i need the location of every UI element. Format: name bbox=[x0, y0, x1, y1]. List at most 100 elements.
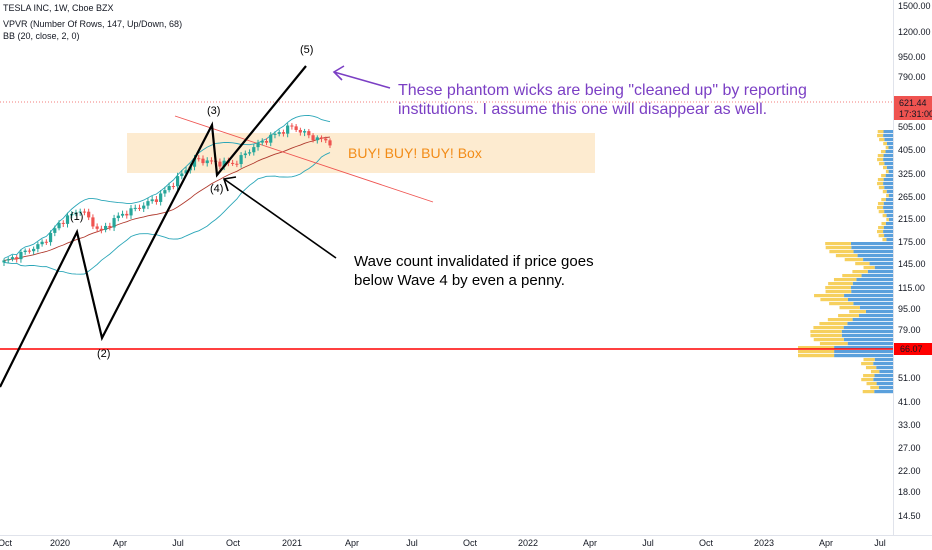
candle-body bbox=[328, 140, 332, 146]
vp-down-bar bbox=[866, 382, 877, 386]
candle-body bbox=[125, 213, 129, 216]
candle-body bbox=[120, 213, 125, 216]
vp-up-bar bbox=[874, 266, 893, 270]
vp-up-bar bbox=[884, 186, 893, 190]
vp-up-bar bbox=[858, 314, 893, 318]
vp-down-bar bbox=[885, 170, 889, 174]
vp-down-bar bbox=[877, 202, 884, 206]
vp-down-bar bbox=[883, 142, 887, 146]
price-tick-label: 790.00 bbox=[898, 72, 926, 82]
candle-body bbox=[167, 186, 171, 191]
candle-body bbox=[112, 218, 116, 228]
candle-body bbox=[260, 140, 264, 143]
candle-body bbox=[150, 199, 154, 202]
time-tick-label: Oct bbox=[0, 538, 12, 548]
candle-body bbox=[281, 132, 286, 134]
vp-down-bar bbox=[882, 190, 887, 194]
candle-body bbox=[116, 215, 120, 219]
candle-body bbox=[44, 241, 48, 243]
time-tick-label: 2020 bbox=[50, 538, 70, 548]
vp-up-bar bbox=[850, 242, 893, 246]
vp-up-bar bbox=[886, 238, 893, 242]
vp-down-bar bbox=[813, 326, 844, 330]
price-axis[interactable]: 1500.00 1200.00 950.00 790.00 505.00 405.00 32… bbox=[898, 1, 931, 521]
vp-up-bar bbox=[867, 270, 893, 274]
phantom-note-line1: These phantom wicks are being "cleaned u… bbox=[398, 82, 807, 99]
vp-up-bar bbox=[869, 262, 893, 266]
candle-body bbox=[163, 190, 167, 194]
invalid-note-line2: below Wave 4 by even a penny. bbox=[354, 272, 565, 289]
price-tick-label: 18.00 bbox=[898, 487, 921, 497]
candle-body bbox=[137, 207, 142, 209]
vp-down-bar bbox=[878, 210, 885, 214]
vp-down-bar bbox=[814, 294, 845, 298]
candle-body bbox=[146, 201, 150, 206]
vp-down-bar bbox=[865, 366, 877, 370]
vp-up-bar bbox=[847, 342, 893, 346]
vp-down-bar bbox=[839, 306, 860, 310]
candle-body bbox=[209, 160, 214, 162]
candle-body bbox=[104, 225, 108, 230]
candle-body bbox=[19, 252, 23, 260]
vp-down-bar bbox=[861, 378, 874, 382]
price-tick-label: 14.50 bbox=[898, 511, 921, 521]
vp-up-bar bbox=[853, 250, 893, 254]
vp-up-bar bbox=[883, 182, 893, 186]
vp-down-bar bbox=[861, 362, 874, 366]
vp-up-bar bbox=[873, 362, 893, 366]
candle-body bbox=[298, 129, 302, 133]
vp-up-bar bbox=[885, 222, 893, 226]
wave-label-3: (3) bbox=[207, 105, 220, 117]
vp-down-bar bbox=[879, 138, 885, 142]
candle-body bbox=[235, 163, 239, 165]
vp-down-bar bbox=[828, 282, 853, 286]
vp-down-bar bbox=[863, 358, 875, 362]
candle-body bbox=[192, 158, 197, 167]
candle-body bbox=[239, 155, 243, 165]
symbol-title[interactable]: TESLA INC, 1W, Cboe BZX bbox=[3, 3, 114, 13]
vp-down-bar bbox=[886, 218, 889, 222]
vp-down-bar bbox=[878, 226, 884, 230]
vp-down-bar bbox=[862, 390, 875, 394]
vp-up-bar bbox=[879, 370, 893, 374]
svg-text:66.07: 66.07 bbox=[900, 344, 923, 354]
candle-body bbox=[78, 211, 82, 213]
candle-body bbox=[57, 222, 61, 229]
wave-label-2: (2) bbox=[97, 348, 110, 360]
price-tick-label: 33.00 bbox=[898, 420, 921, 430]
vp-up-bar bbox=[874, 390, 893, 394]
vp-up-bar bbox=[841, 330, 893, 334]
vp-up-bar bbox=[853, 302, 893, 306]
time-axis[interactable]: Oct 2020 Apr Jul Oct 2021 Apr Jul Oct 2022 Apr Jul O… bbox=[0, 538, 886, 548]
candle-body bbox=[324, 138, 328, 141]
elliott-wave-path[interactable] bbox=[0, 65, 307, 388]
vp-down-bar bbox=[878, 162, 885, 166]
candle-body bbox=[197, 158, 201, 160]
bb-legend[interactable]: BB (20, close, 2, 0) bbox=[3, 31, 80, 41]
vp-up-bar bbox=[884, 210, 893, 214]
vp-down-bar bbox=[829, 302, 854, 306]
vp-up-bar bbox=[861, 274, 893, 278]
candle-body bbox=[273, 133, 277, 135]
vp-up-bar bbox=[888, 170, 893, 174]
vp-down-bar bbox=[798, 346, 835, 350]
vp-up-bar bbox=[886, 214, 893, 218]
vp-down-bar bbox=[855, 262, 870, 266]
price-tick-label: 215.00 bbox=[898, 214, 926, 224]
candle-body bbox=[171, 186, 175, 188]
vp-up-bar bbox=[886, 166, 893, 170]
vp-up-bar bbox=[884, 234, 893, 238]
vp-down-bar bbox=[820, 298, 848, 302]
candle-body bbox=[108, 225, 112, 228]
vp-up-bar bbox=[852, 318, 893, 322]
vp-down-bar bbox=[883, 166, 887, 170]
candle-body bbox=[32, 248, 36, 252]
time-tick-label: Oct bbox=[226, 538, 241, 548]
price-tick-label: 505.00 bbox=[898, 122, 926, 132]
wave-label-4: (4) bbox=[210, 183, 223, 195]
vpvr-legend[interactable]: VPVR (Number Of Rows, 147, Up/Down, 68) bbox=[3, 19, 183, 29]
candle-body bbox=[129, 208, 133, 216]
candle-body bbox=[99, 228, 103, 230]
vp-down-bar bbox=[877, 178, 884, 182]
